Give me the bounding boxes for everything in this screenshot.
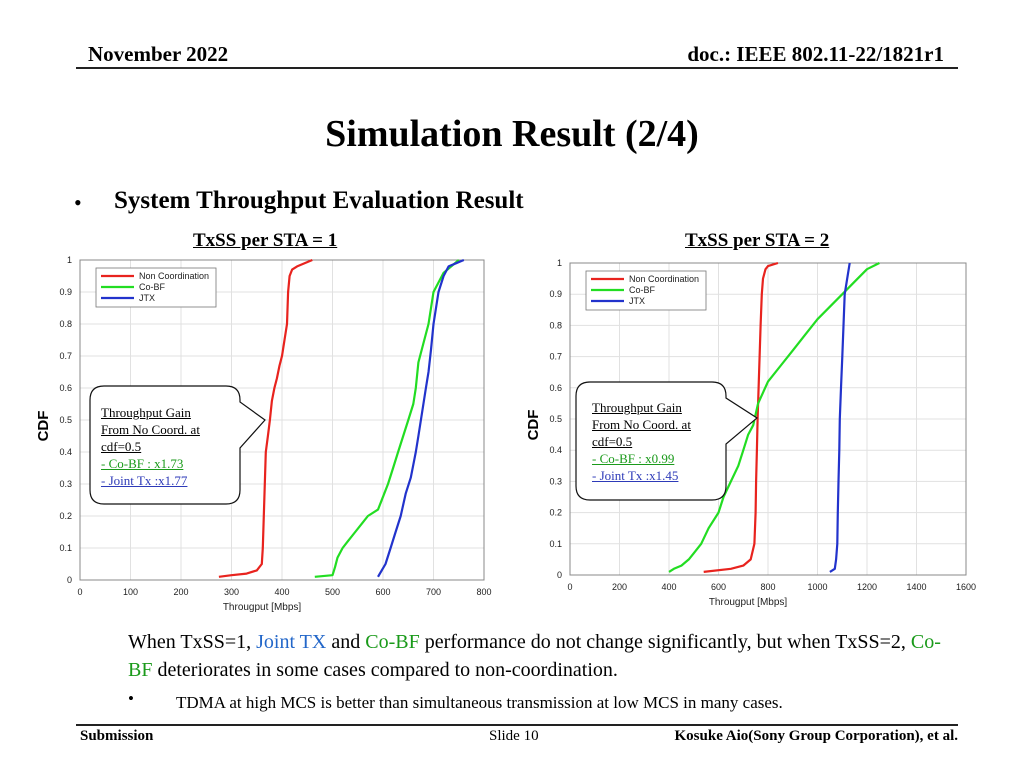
legend-label: JTX — [629, 296, 645, 306]
legend-label: JTX — [139, 293, 155, 303]
summary-jtx: Joint TX — [256, 631, 327, 653]
x-tick-label: 200 — [612, 582, 627, 592]
y-tick-label: 0.1 — [59, 543, 72, 553]
x-tick-label: 300 — [224, 587, 239, 597]
y-tick-label: 0.7 — [59, 351, 72, 361]
summary-text: deteriorates in some cases compared to n… — [152, 659, 618, 681]
footer-submission: Submission — [80, 728, 154, 744]
plot-frame — [79, 259, 485, 581]
header-date: November 2022 — [88, 42, 229, 66]
x-axis-label: Througput [Mbps] — [709, 597, 788, 608]
callout-jtx-gain: - Joint Tx :x1.77 — [101, 473, 188, 488]
y-tick-label: 0.6 — [59, 383, 72, 393]
callout-bubble — [575, 381, 759, 501]
callout-line: cdf=0.5 — [101, 439, 142, 454]
x-tick-label: 800 — [476, 587, 491, 597]
y-tick-label: 0 — [67, 575, 72, 585]
y-tick-label: 0.1 — [549, 539, 562, 549]
y-tick-label: 0.9 — [59, 287, 72, 297]
plot-frame — [569, 262, 967, 576]
header-doc-id: doc.: IEEE 802.11-22/1821r1 — [687, 42, 944, 66]
left-gain-callout: Throughput Gain From No Coord. at cdf=0.… — [101, 404, 200, 489]
y-tick-label: 0 — [557, 570, 562, 580]
callout-bubble — [89, 385, 266, 505]
summary-text: performance do not change significantly,… — [419, 631, 911, 653]
y-tick-label: 0.5 — [549, 414, 562, 424]
header-rule — [76, 67, 958, 69]
note-text: TDMA at high MCS is better than simultan… — [176, 693, 783, 712]
legend-label: Co-BF — [629, 285, 656, 295]
series-line — [829, 262, 851, 573]
legend-label: Non Coordination — [139, 271, 209, 281]
y-tick-label: 0.4 — [549, 445, 562, 455]
y-tick-label: 0.8 — [549, 320, 562, 330]
x-tick-label: 1000 — [807, 582, 827, 592]
summary-paragraph: When TxSS=1, Joint TX and Co-BF performa… — [128, 628, 958, 684]
y-axis-label: CDF — [525, 410, 542, 441]
y-tick-label: 0.5 — [59, 415, 72, 425]
y-tick-label: 0.3 — [549, 476, 562, 486]
x-tick-label: 400 — [274, 587, 289, 597]
summary-text: and — [326, 631, 366, 653]
cdf-chart-txss1: 0 100 200 300 400 500 600 700 800 0 0.1 0.2 0.3 0.4 0.… — [35, 255, 492, 613]
x-tick-label: 600 — [711, 582, 726, 592]
y-tick-label: 0.7 — [549, 352, 562, 362]
x-tick-label: 400 — [661, 582, 676, 592]
y-tick-label: 1 — [67, 255, 72, 265]
y-axis-label: CDF — [35, 411, 52, 442]
y-tick-label: 0.4 — [59, 447, 72, 457]
series-line — [218, 258, 313, 578]
x-tick-label: 600 — [375, 587, 390, 597]
y-tick-label: 0.3 — [59, 479, 72, 489]
bullet-marker: • — [74, 190, 82, 215]
summary-cobf: Co-BF — [128, 631, 941, 681]
x-tick-label: 500 — [325, 587, 340, 597]
callout-line: Throughput Gain — [592, 400, 682, 415]
y-tick-label: 0.8 — [59, 319, 72, 329]
x-tick-label: 1200 — [857, 582, 877, 592]
slide-title: Simulation Result (2/4) — [325, 113, 699, 155]
callout-cobf-gain: - Co-BF : x0.99 — [592, 451, 675, 466]
series-line — [703, 261, 779, 573]
y-tick-label: 0.9 — [549, 289, 562, 299]
series-line — [377, 258, 465, 578]
callout-line: Throughput Gain — [101, 405, 191, 420]
legend-label: Co-BF — [139, 282, 166, 292]
footer-slide-number: Slide 10 — [489, 728, 539, 744]
callout-line: cdf=0.5 — [592, 434, 633, 449]
legend-label: Non Coordination — [629, 274, 699, 284]
bullet-heading: System Throughput Evaluation Result — [114, 187, 524, 214]
y-tick-label: 1 — [557, 258, 562, 268]
footer-rule — [76, 724, 958, 726]
callout-jtx-gain: - Joint Tx :x1.45 — [592, 468, 679, 483]
x-tick-label: 100 — [123, 587, 138, 597]
footer-author: Kosuke Aio(Sony Group Corporation), et a… — [674, 728, 959, 744]
right-gain-callout: Throughput Gain From No Coord. at cdf=0.… — [592, 399, 691, 484]
series-line — [314, 259, 460, 578]
callout-line: From No Coord. at — [101, 422, 200, 437]
y-tick-label: 0.2 — [59, 511, 72, 521]
right-chart-subtitle: TxSS per STA = 2 — [685, 230, 830, 251]
x-tick-label: 200 — [173, 587, 188, 597]
x-tick-label: 800 — [760, 582, 775, 592]
cdf-chart-txss2: 0 200 400 600 800 1000 1200 1400 1600 0 0.1 0.2 0.3 0… — [525, 258, 976, 608]
series-line — [668, 262, 880, 573]
callout-line: From No Coord. at — [592, 417, 691, 432]
x-tick-label: 0 — [567, 582, 572, 592]
x-tick-label: 0 — [77, 587, 82, 597]
y-tick-label: 0.6 — [549, 383, 562, 393]
x-axis-label: Througput [Mbps] — [223, 602, 302, 613]
summary-text: When TxSS=1, — [128, 631, 257, 653]
x-tick-label: 700 — [426, 587, 441, 597]
note-bullet: • — [128, 689, 134, 708]
y-tick-label: 0.2 — [549, 508, 562, 518]
callout-cobf-gain: - Co-BF : x1.73 — [101, 456, 184, 471]
left-chart-subtitle: TxSS per STA = 1 — [193, 230, 338, 251]
summary-cobf: Co-BF — [365, 631, 420, 653]
x-tick-label: 1400 — [906, 582, 926, 592]
x-tick-label: 1600 — [956, 582, 976, 592]
